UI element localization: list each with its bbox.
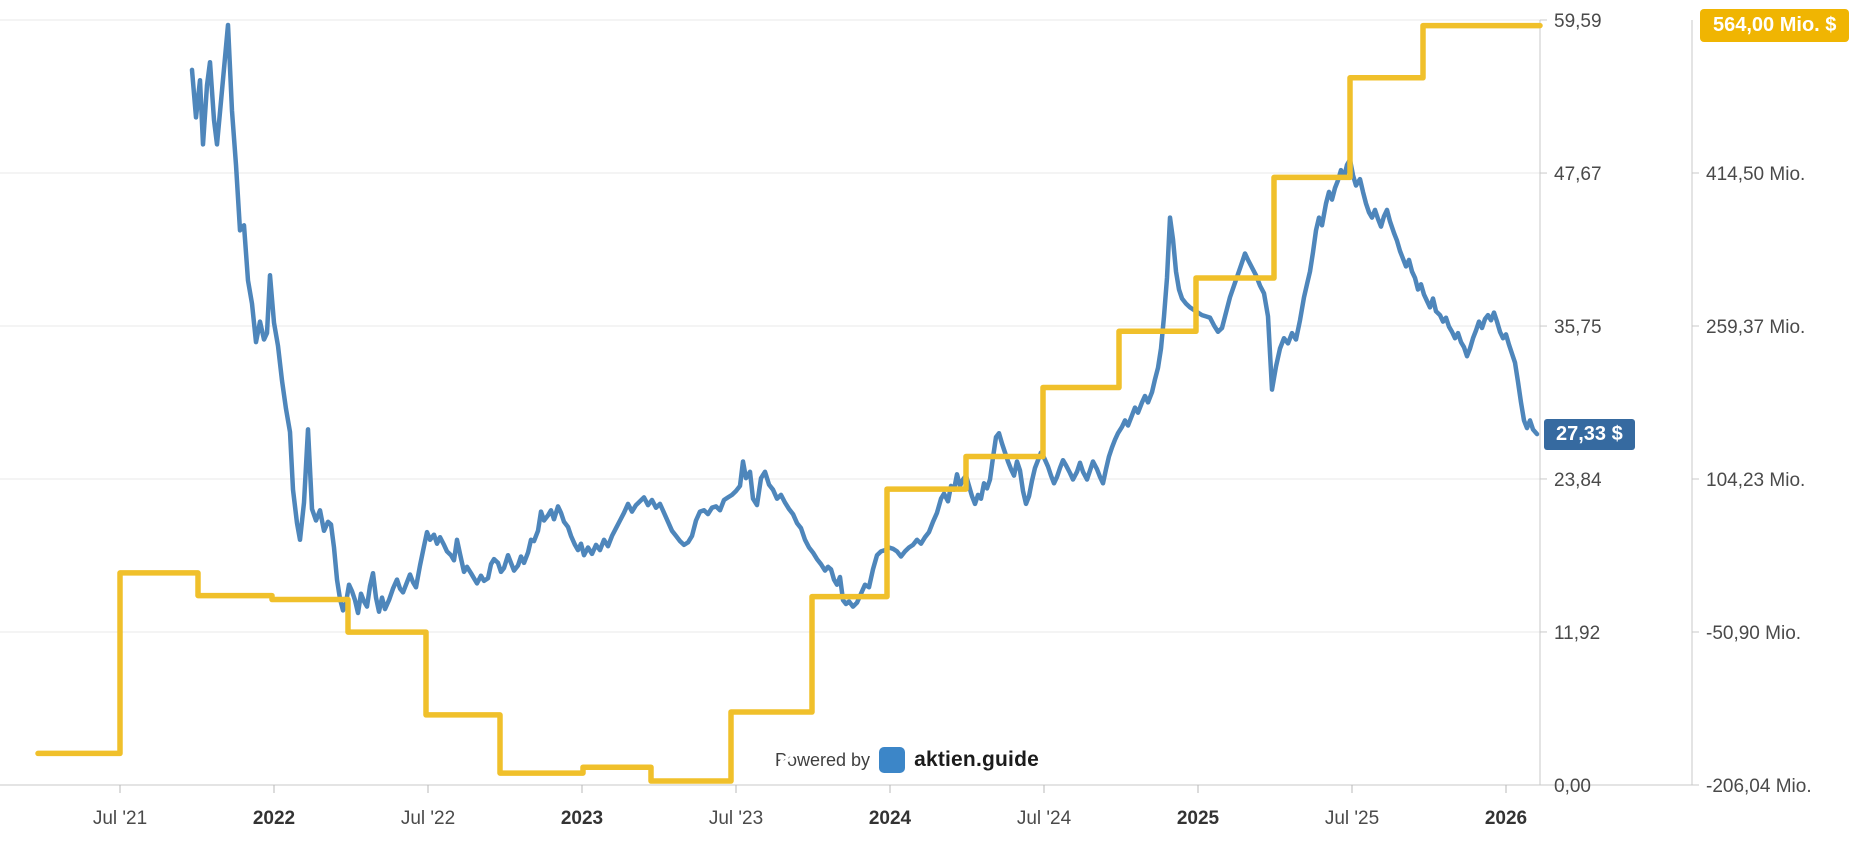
x-axis-tick-label: 2025 <box>1177 808 1220 829</box>
value-axis-tick-label: 259,37 Mio. <box>1706 317 1805 338</box>
price-axis-tick-label: 59,59 <box>1554 11 1602 32</box>
price-axis-tick-label: 47,67 <box>1554 164 1602 185</box>
x-axis-tick-label: Jul '24 <box>1017 808 1072 829</box>
price-axis-tick-label: 23,84 <box>1554 470 1602 491</box>
x-axis-tick-label: Jul '23 <box>709 808 763 829</box>
trend-arrow-icon <box>778 747 906 773</box>
x-axis-tick-label: Jul '25 <box>1325 808 1379 829</box>
x-axis-tick-label: 2026 <box>1485 808 1527 829</box>
x-axis-tick-label: 2024 <box>869 808 912 829</box>
x-axis-tick-label: Jul '22 <box>401 808 455 829</box>
value-axis-tick-label: 104,23 Mio. <box>1706 470 1805 491</box>
price-axis-tick-label: 35,75 <box>1554 317 1602 338</box>
price-axis-tick-label: 11,92 <box>1554 623 1600 644</box>
value-axis-tick-label: 414,50 Mio. <box>1706 164 1805 185</box>
current-value-badge: 564,00 Mio. $ <box>1700 9 1850 42</box>
value-step-line <box>35 22 1543 784</box>
value-axis-tick-label: -206,04 Mio. <box>1706 776 1812 797</box>
price-line <box>189 22 1540 616</box>
brand-label: aktien.guide <box>914 748 1039 771</box>
value-axis-tick-label: -50,90 Mio. <box>1706 623 1801 644</box>
current-price-badge: 27,33 $ <box>1544 419 1635 450</box>
price-axis-tick-label: 0,00 <box>1554 776 1591 797</box>
x-axis-tick-label: Jul '21 <box>93 808 147 829</box>
powered-by-label: Powered by <box>775 749 871 770</box>
x-axis-tick-label: 2023 <box>561 808 603 829</box>
watermark: Powered by aktien.guide <box>775 745 1039 775</box>
x-axis-tick-label: 2022 <box>253 808 295 829</box>
